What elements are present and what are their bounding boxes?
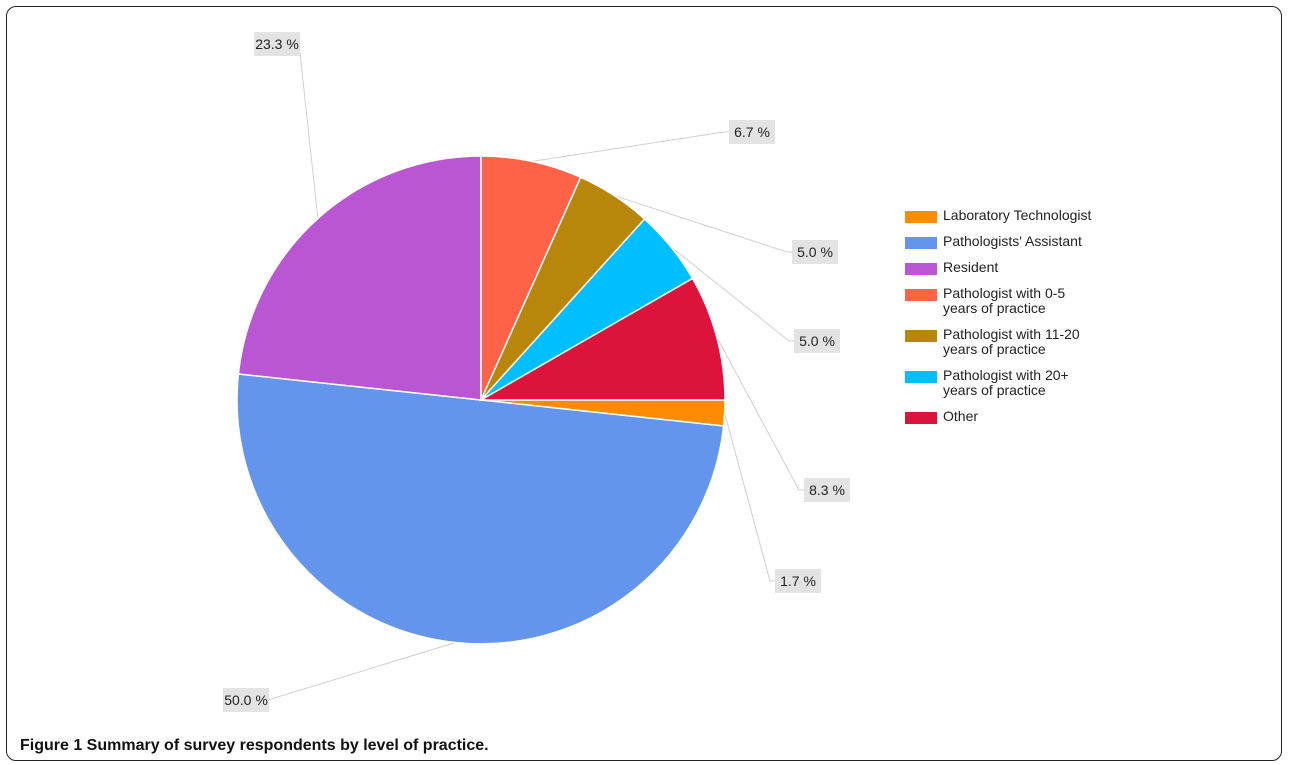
percentage-text: 8.3 % <box>809 482 845 498</box>
legend-label: Pathologist with 11-20 years of practice <box>943 326 1080 357</box>
legend-item: Laboratory Technologist <box>905 208 1135 223</box>
legend-item: Pathologists' Assistant <box>905 234 1135 249</box>
legend-item: Pathologist with 0-5 years of practice <box>905 286 1135 316</box>
leader-line <box>716 336 807 491</box>
legend-swatch <box>905 330 937 342</box>
legend-label: Pathologists' Assistant <box>943 233 1082 249</box>
label-box <box>775 569 821 593</box>
legend: Laboratory Technologist Pathologists' As… <box>905 208 1135 435</box>
legend-label: Resident <box>943 259 999 275</box>
legend-swatch <box>905 289 937 301</box>
label-box <box>254 32 300 56</box>
pie-slice <box>478 277 726 401</box>
label-box <box>794 329 840 353</box>
percentage-text: 5.0 % <box>799 333 835 349</box>
legend-label: Other <box>943 408 979 424</box>
percentage-text: 23.3 % <box>255 36 299 52</box>
percentage-text: 50.0 % <box>224 692 268 708</box>
label-box <box>223 688 269 712</box>
legend-item: Pathologist with 20+ years of practice <box>905 368 1135 398</box>
caption-text: Figure 1 Summary of survey respondents b… <box>20 737 489 754</box>
legend-swatch <box>905 211 937 223</box>
legend-label: Pathologist with 20+ years of practice <box>943 367 1069 398</box>
legend-label: Pathologist with 0-5 years of practice <box>943 285 1066 316</box>
legend-swatch <box>905 412 937 424</box>
pie-slice <box>236 373 725 645</box>
leader-line <box>287 43 319 219</box>
legend-item: Pathologist with 11-20 years of practice <box>905 327 1135 357</box>
legend-swatch <box>905 371 937 383</box>
percentage-label: 23.3 % <box>254 32 300 56</box>
legend-swatch <box>905 237 937 249</box>
percentage-label: 5.0 % <box>792 240 838 264</box>
percentage-text: 6.7 % <box>734 124 770 140</box>
percentage-label: 50.0 % <box>223 688 269 712</box>
leader-line <box>724 412 778 582</box>
percentage-label: 6.7 % <box>729 120 775 144</box>
pie-slices <box>236 155 726 645</box>
percentage-label: 8.3 % <box>804 478 850 502</box>
legend-item: Resident <box>905 260 1135 275</box>
legend-label: Laboratory Technologist <box>943 207 1092 223</box>
percentage-label: 1.7 % <box>775 569 821 593</box>
leader-line <box>256 642 456 701</box>
percentage-text: 5.0 % <box>797 244 833 260</box>
legend-swatch <box>905 263 937 275</box>
percentage-text: 1.7 % <box>780 573 816 589</box>
legend-item: Other <box>905 409 1135 424</box>
figure-caption: Figure 1 Summary of survey respondents b… <box>20 737 489 755</box>
label-box <box>792 240 838 264</box>
leader-line <box>531 131 732 162</box>
pie-slice <box>237 155 482 401</box>
label-box <box>729 120 775 144</box>
percentage-label: 5.0 % <box>794 329 840 353</box>
percentage-labels: 1.7 % 50.0 % 23.3 % 6.7 % 5.0 % 5.0 % 8.3 % <box>223 32 850 712</box>
label-box <box>804 478 850 502</box>
